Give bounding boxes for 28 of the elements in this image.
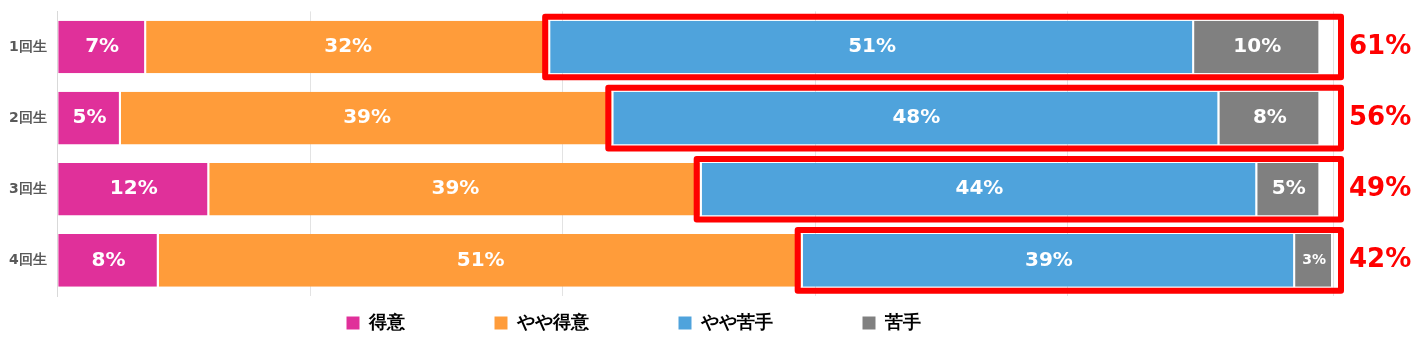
data-label: 5% [72, 104, 107, 129]
data-label: 39% [431, 175, 480, 200]
data-label: 39% [343, 104, 392, 129]
data-label: 7% [85, 33, 120, 58]
data-label: 12% [109, 175, 158, 200]
data-label: 39% [1024, 246, 1073, 271]
text: 56% [1349, 100, 1412, 131]
data-label: 8% [1252, 104, 1287, 129]
text: 42% [1349, 243, 1412, 274]
data-label: 51% [456, 246, 505, 271]
text: 61% [1349, 29, 1412, 60]
y-tick-label: 3回生 [8, 179, 47, 196]
legend-label: やや得意 [515, 310, 661, 332]
legend-label: やや苦手 [699, 310, 845, 332]
data-label: 44% [955, 175, 1004, 200]
y-tick-label: 2回生 [8, 108, 47, 125]
y-tick-label: 1回生 [8, 37, 47, 54]
data-label: 5% [1271, 175, 1306, 200]
data-label: 48% [892, 104, 941, 129]
y-tick-label: 4回生 [8, 251, 47, 268]
data-label: 32% [324, 33, 373, 58]
text: 49% [1349, 172, 1412, 203]
legend-label: 苦手 [883, 310, 993, 332]
legend-label: 得意 [367, 310, 477, 332]
data-label: 10% [1233, 33, 1282, 58]
data-label: 51% [848, 33, 897, 58]
data-label: 8% [91, 246, 126, 271]
data-label: 3% [1302, 251, 1326, 268]
